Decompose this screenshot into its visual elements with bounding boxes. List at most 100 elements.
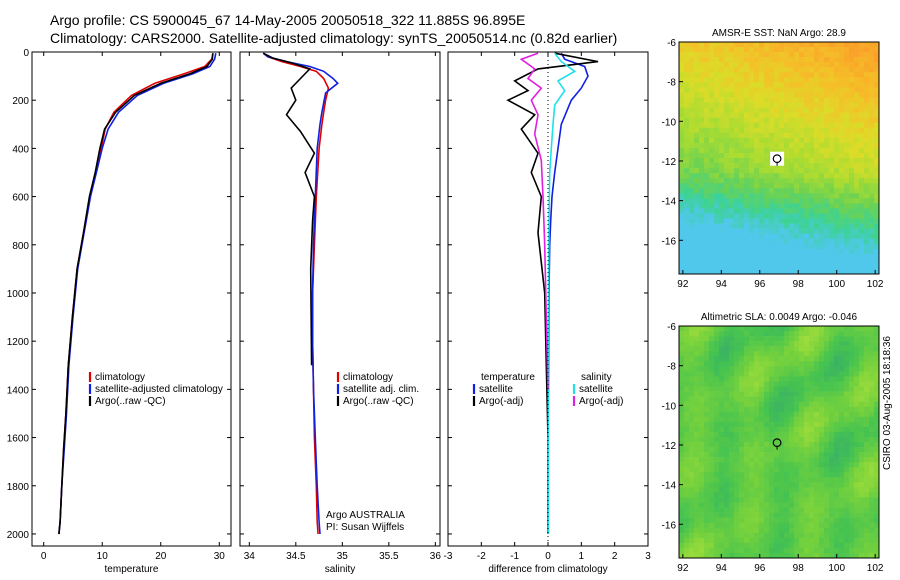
heatmap-cell <box>724 248 730 255</box>
heatmap-cell <box>729 112 735 118</box>
heatmap-cell <box>694 42 700 48</box>
heatmap-cell <box>704 467 710 473</box>
heatmap-cell <box>834 522 840 529</box>
heatmap-cell <box>819 208 825 214</box>
heatmap-cell <box>819 532 825 539</box>
heatmap-cell <box>779 92 785 98</box>
heatmap-cell <box>714 158 720 164</box>
heatmap-cell <box>784 218 790 224</box>
heatmap-cell <box>849 82 855 88</box>
heatmap-cell <box>719 87 725 93</box>
heatmap-cell <box>824 193 830 199</box>
heatmap-cell <box>854 52 860 58</box>
heatmap-cell <box>699 497 705 503</box>
heatmap-cell <box>854 492 860 498</box>
heatmap-cell <box>854 258 860 265</box>
heatmap-cell <box>844 102 850 108</box>
heatmap-cell <box>779 218 785 224</box>
heatmap-cell <box>829 396 835 402</box>
heatmap-cell <box>774 72 780 78</box>
heatmap-cell <box>679 401 685 407</box>
heatmap-cell <box>804 62 810 68</box>
map-y-tick-label: -14 <box>662 197 677 208</box>
legend-climatology: climatology <box>95 372 145 383</box>
heatmap-cell <box>799 97 805 103</box>
heatmap-cell <box>819 542 825 549</box>
heatmap-cell <box>854 472 860 478</box>
heatmap-cell <box>854 376 860 382</box>
heatmap-cell <box>819 391 825 397</box>
heatmap-cell <box>869 366 875 372</box>
heatmap-cell <box>844 117 850 123</box>
heatmap-cell <box>694 77 700 83</box>
heatmap-cell <box>839 361 845 367</box>
heatmap-cell <box>829 57 835 63</box>
heatmap-cell <box>679 203 685 209</box>
heatmap-cell <box>849 482 855 488</box>
heatmap-cell <box>809 477 815 483</box>
heatmap-cell <box>749 42 755 48</box>
heatmap-cell <box>814 67 820 73</box>
heatmap-cell <box>694 117 700 123</box>
heatmap-cell <box>749 472 755 478</box>
heatmap-cell <box>704 117 710 123</box>
heatmap-cell <box>729 341 735 347</box>
heatmap-cell <box>759 57 765 63</box>
heatmap-cell <box>724 426 730 433</box>
heatmap-cell <box>759 502 765 508</box>
heatmap-cell <box>734 326 740 332</box>
heatmap-cell <box>814 208 820 214</box>
heatmap-cell <box>744 223 750 229</box>
heatmap-cell <box>719 203 725 209</box>
heatmap-cell <box>754 457 760 463</box>
heatmap-cell <box>869 462 875 468</box>
heatmap-cell <box>784 497 790 503</box>
heatmap-cell <box>859 542 865 549</box>
heatmap-cell <box>779 467 785 473</box>
heatmap-cell <box>729 386 735 392</box>
heatmap-cell <box>729 57 735 63</box>
heatmap-cell <box>729 72 735 78</box>
heatmap-cell <box>854 462 860 468</box>
heatmap-cell <box>679 233 685 239</box>
heatmap-cell <box>874 452 880 458</box>
heatmap-cell <box>719 406 725 413</box>
heatmap-cell <box>829 386 835 392</box>
heatmap-cell <box>789 248 795 255</box>
heatmap-cell <box>714 127 720 134</box>
heatmap-cell <box>739 193 745 199</box>
heatmap-cell <box>859 492 865 498</box>
heatmap-cell <box>874 522 880 529</box>
heatmap-cell <box>754 366 760 372</box>
heatmap-cell <box>749 436 755 443</box>
heatmap-cell <box>839 522 845 529</box>
heatmap-cell <box>734 381 740 387</box>
heatmap-cell <box>869 497 875 503</box>
heatmap-cell <box>734 416 740 423</box>
heatmap-cell <box>864 406 870 413</box>
heatmap-cell <box>794 268 800 275</box>
heatmap-cell <box>789 178 795 184</box>
heatmap-cell <box>704 208 710 214</box>
heatmap-cell <box>804 238 810 245</box>
heatmap-cell <box>734 331 740 337</box>
heatmap-cell <box>804 67 810 73</box>
legend-sal-climatology: climatology <box>343 372 393 383</box>
heatmap-cell <box>854 552 860 559</box>
heatmap-cell <box>854 426 860 433</box>
heatmap-cell <box>769 97 775 103</box>
heatmap-cell <box>704 522 710 529</box>
heatmap-cell <box>724 507 730 513</box>
heatmap-cell <box>829 331 835 337</box>
heatmap-cell <box>864 203 870 209</box>
heatmap-cell <box>819 522 825 529</box>
heatmap-cell <box>769 92 775 98</box>
heatmap-cell <box>699 507 705 513</box>
heatmap-cell <box>679 552 685 559</box>
heatmap-cell <box>739 152 745 159</box>
heatmap-cell <box>844 198 850 204</box>
heatmap-cell <box>699 421 705 428</box>
heatmap-cell <box>739 223 745 229</box>
heatmap-cell <box>719 82 725 88</box>
heatmap-cell <box>869 326 875 332</box>
